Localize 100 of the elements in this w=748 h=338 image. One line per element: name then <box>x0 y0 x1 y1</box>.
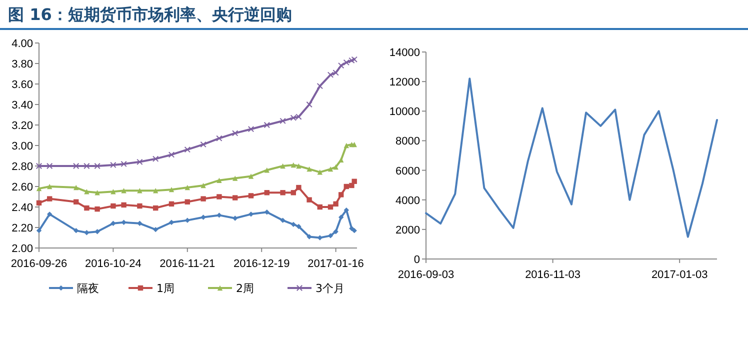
point <box>344 142 349 148</box>
point <box>110 220 116 226</box>
point <box>121 202 126 208</box>
point <box>184 184 190 190</box>
point <box>338 62 344 69</box>
point <box>168 186 174 192</box>
point <box>153 205 158 211</box>
y-tick-label: 4000 <box>396 194 420 207</box>
legend-label: 1周 <box>156 282 174 295</box>
legend-label: 3个月 <box>316 282 344 295</box>
point <box>296 184 302 190</box>
point <box>248 174 254 179</box>
point <box>306 197 312 202</box>
point <box>153 226 158 232</box>
point <box>328 204 334 210</box>
point <box>328 166 334 172</box>
point <box>264 168 270 173</box>
line-series <box>425 78 718 238</box>
point <box>110 162 116 168</box>
x-tick-label: 2016-12-19 <box>233 258 290 270</box>
point <box>344 184 349 190</box>
point <box>168 152 175 158</box>
point <box>317 204 322 210</box>
point <box>306 166 312 172</box>
point <box>137 203 142 209</box>
y-tick-label: 3.80 <box>12 58 33 70</box>
point <box>216 194 222 200</box>
legend-label: 隔夜 <box>77 282 99 295</box>
point <box>333 201 338 207</box>
x-tick-label: 2016-11-03 <box>525 269 581 281</box>
y-tick-label: 0 <box>414 254 420 266</box>
point <box>333 229 338 234</box>
point <box>94 162 100 170</box>
y-tick-label: 3.60 <box>12 79 33 91</box>
point <box>338 214 344 220</box>
point <box>120 160 127 168</box>
point <box>200 141 206 148</box>
point <box>168 201 174 207</box>
y-tick-label: 2.20 <box>12 222 33 234</box>
y-tick-label: 3.20 <box>12 120 33 132</box>
y-tick-label: 2.60 <box>12 182 33 194</box>
y-tick-label: 2.00 <box>12 243 33 255</box>
y-tick-label: 6000 <box>396 165 420 178</box>
point <box>36 162 42 170</box>
point <box>351 56 358 62</box>
y-tick-label: 2.40 <box>12 202 33 214</box>
point <box>352 178 357 184</box>
point <box>46 162 53 170</box>
point <box>184 218 190 223</box>
point <box>110 189 116 194</box>
point <box>248 193 254 198</box>
point <box>306 234 312 240</box>
point <box>200 196 206 202</box>
point <box>349 182 354 188</box>
point <box>328 233 334 238</box>
point <box>153 188 158 194</box>
x-tick-label: 2017-01-03 <box>651 269 708 281</box>
point <box>36 186 42 192</box>
point <box>84 230 90 236</box>
point <box>152 156 159 162</box>
point <box>137 220 142 226</box>
legend-label: 2周 <box>236 282 254 295</box>
point <box>121 188 126 194</box>
point <box>216 212 222 218</box>
point <box>94 190 100 196</box>
y-tick-label: 8000 <box>396 136 420 148</box>
point <box>184 146 190 153</box>
y-tick-label: 3.40 <box>12 100 33 112</box>
point <box>264 122 270 128</box>
point <box>137 188 142 194</box>
point <box>136 158 143 165</box>
point <box>36 200 42 206</box>
y-tick-label: 3.00 <box>12 140 33 152</box>
point <box>200 182 206 188</box>
point <box>232 195 238 200</box>
x-tick-label: 2017-01-16 <box>308 258 364 270</box>
x-tick-label: 2016-10-24 <box>85 258 142 270</box>
point <box>352 142 357 148</box>
point <box>248 126 254 132</box>
point <box>110 203 116 209</box>
point <box>200 214 206 220</box>
point <box>264 190 270 196</box>
y-tick-label: 12000 <box>389 76 420 89</box>
y-tick-label: 2000 <box>396 224 420 236</box>
point <box>216 178 222 183</box>
point <box>290 190 296 196</box>
point <box>352 228 357 234</box>
y-tick-label: 10000 <box>389 106 420 118</box>
point <box>84 162 90 170</box>
point <box>216 135 222 142</box>
point <box>280 190 286 196</box>
point <box>290 162 296 168</box>
point <box>280 163 286 169</box>
point <box>333 164 338 170</box>
point <box>74 184 79 190</box>
point <box>94 229 100 234</box>
point <box>94 206 100 212</box>
x-tick-label: 2016-11-21 <box>160 258 216 270</box>
point <box>280 218 286 223</box>
point <box>290 222 296 228</box>
